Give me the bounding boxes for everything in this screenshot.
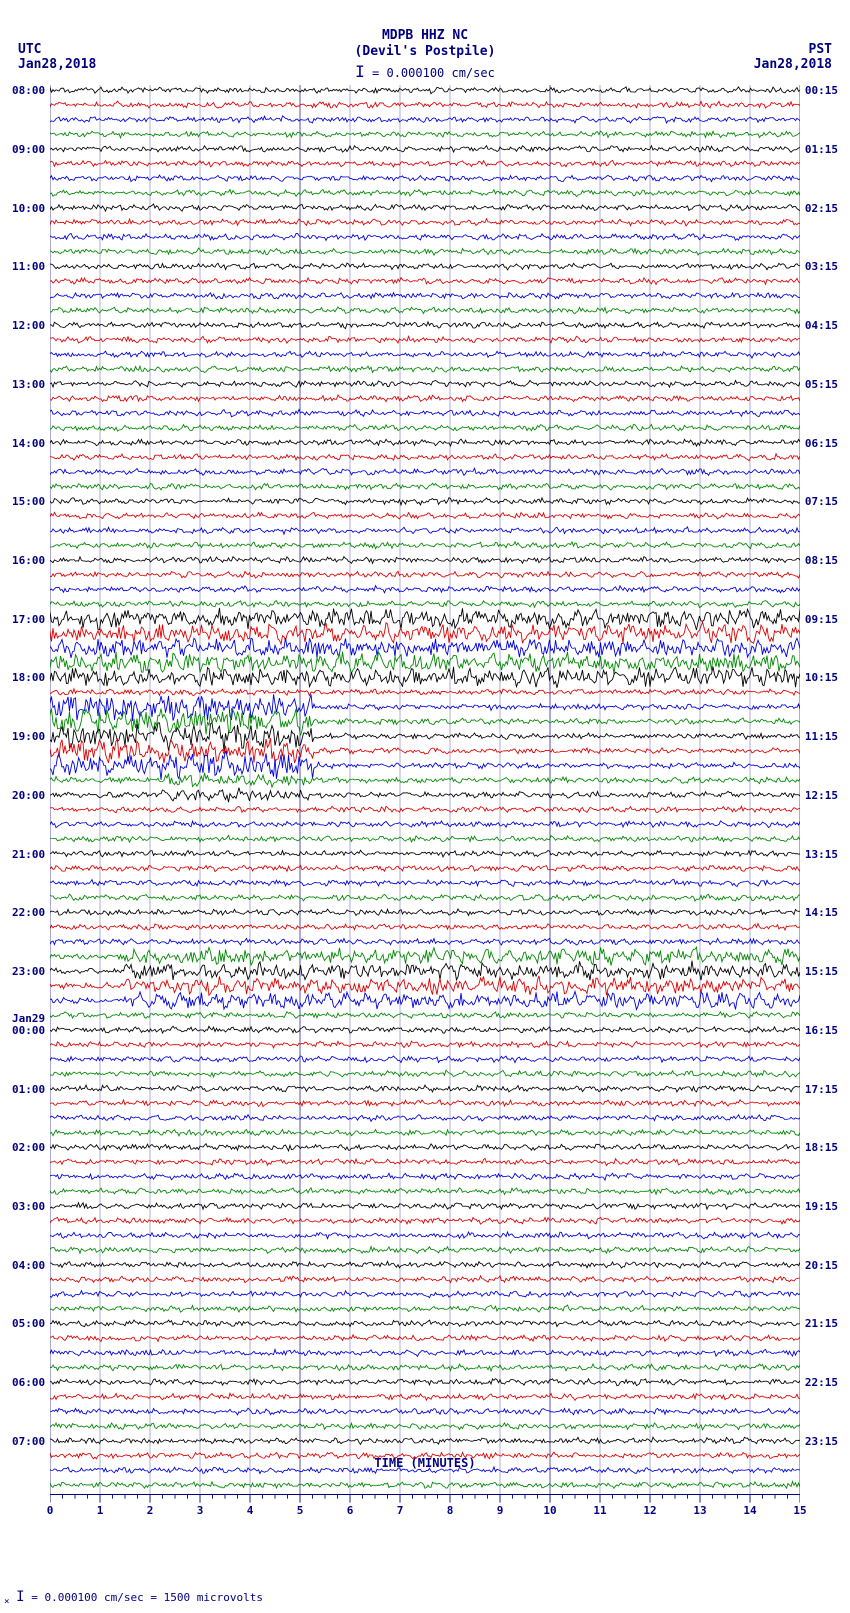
pst-time-label: 16:15 [805,1024,838,1037]
x-tick-label: 15 [793,1504,806,1517]
x-tick-label: 0 [47,1504,54,1517]
pst-time-label: 13:15 [805,848,838,861]
utc-time-label: 22:00 [12,906,45,919]
seismogram-chart [50,85,800,1515]
pst-time-label: 23:15 [805,1435,838,1448]
pst-time-label: 10:15 [805,671,838,684]
pst-time-label: 22:15 [805,1376,838,1389]
x-tick-label: 3 [197,1504,204,1517]
utc-time-label: 23:00 [12,965,45,978]
utc-time-label: 04:00 [12,1259,45,1272]
utc-time-label: 10:00 [12,202,45,215]
utc-time-label: 19:00 [12,730,45,743]
x-tick-label: 2 [147,1504,154,1517]
utc-time-label: 01:00 [12,1083,45,1096]
pst-time-label: 18:15 [805,1141,838,1154]
pst-time-label: 21:15 [805,1317,838,1330]
x-tick-label: 5 [297,1504,304,1517]
pst-time-label: 14:15 [805,906,838,919]
utc-time-label: 05:00 [12,1317,45,1330]
x-tick-label: 12 [643,1504,656,1517]
utc-time-label: 20:00 [12,789,45,802]
utc-time-label: 08:00 [12,84,45,97]
utc-time-label: 11:00 [12,260,45,273]
x-tick-label: 1 [97,1504,104,1517]
pst-time-label: 04:15 [805,319,838,332]
pst-time-label: 12:15 [805,789,838,802]
utc-time-label: 06:00 [12,1376,45,1389]
pst-time-label: 17:15 [805,1083,838,1096]
utc-time-label: 18:00 [12,671,45,684]
pst-time-label: 11:15 [805,730,838,743]
utc-time-label: 07:00 [12,1435,45,1448]
x-tick-label: 10 [543,1504,556,1517]
footer-note: × I = 0.000100 cm/sec = 1500 microvolts [4,1589,263,1607]
utc-time-label: 00:00 [12,1024,45,1037]
x-tick-label: 13 [693,1504,706,1517]
location-subtitle: (Devil's Postpile) [0,44,850,59]
pst-time-label: 19:15 [805,1200,838,1213]
seismogram-container: UTC Jan28,2018 PST Jan28,2018 MDPB HHZ N… [0,0,850,1613]
pst-time-label: 00:15 [805,84,838,97]
pst-time-label: 03:15 [805,260,838,273]
utc-time-label: 09:00 [12,143,45,156]
utc-time-label: 13:00 [12,378,45,391]
station-title: MDPB HHZ NC [0,28,850,43]
utc-time-label: 14:00 [12,437,45,450]
pst-time-label: 07:15 [805,495,838,508]
utc-time-label: 02:00 [12,1141,45,1154]
x-tick-label: 14 [743,1504,756,1517]
utc-time-label: 12:00 [12,319,45,332]
utc-time-label: 17:00 [12,613,45,626]
utc-time-label: 03:00 [12,1200,45,1213]
pst-time-label: 09:15 [805,613,838,626]
x-tick-label: 8 [447,1504,454,1517]
pst-time-label: 06:15 [805,437,838,450]
pst-time-label: 01:15 [805,143,838,156]
utc-time-label: 15:00 [12,495,45,508]
x-axis-label: TIME (MINUTES) [0,1456,850,1470]
x-tick-label: 4 [247,1504,254,1517]
x-tick-label: 11 [593,1504,606,1517]
pst-time-label: 20:15 [805,1259,838,1272]
pst-time-label: 05:15 [805,378,838,391]
x-tick-label: 7 [397,1504,404,1517]
x-tick-label: 9 [497,1504,504,1517]
scale-indicator: I = 0.000100 cm/sec [0,62,850,81]
x-tick-label: 6 [347,1504,354,1517]
utc-time-label: 16:00 [12,554,45,567]
pst-time-label: 08:15 [805,554,838,567]
utc-time-label: 21:00 [12,848,45,861]
pst-time-label: 02:15 [805,202,838,215]
pst-time-label: 15:15 [805,965,838,978]
